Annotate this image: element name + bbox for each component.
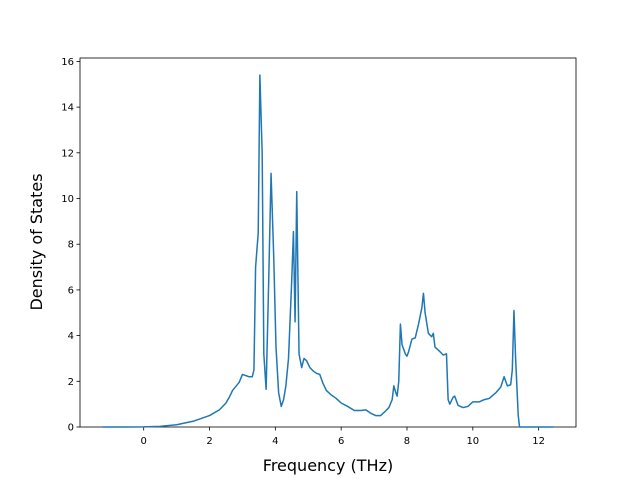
y-tick-label: 8 <box>68 240 74 251</box>
x-tick-label: 8 <box>404 436 410 447</box>
x-tick-label: 12 <box>532 436 545 447</box>
y-tick-label: 12 <box>61 148 74 159</box>
x-tick-label: 2 <box>206 436 212 447</box>
y-tick-label: 2 <box>68 377 74 388</box>
y-tick-label: 10 <box>61 194 74 205</box>
x-tick-label: 10 <box>466 436 479 447</box>
x-tick-label: 0 <box>140 436 146 447</box>
dos-line <box>102 74 554 428</box>
y-tick-label: 14 <box>61 103 74 114</box>
y-tick-label: 4 <box>68 331 74 342</box>
x-tick-label: 6 <box>338 436 344 447</box>
y-axis-label: Density of States <box>27 173 46 310</box>
y-tick-label: 16 <box>61 57 74 68</box>
plot-frame <box>79 57 577 428</box>
x-axis-label: Frequency (THz) <box>263 456 393 475</box>
x-tick-label: 4 <box>272 436 278 447</box>
y-tick-label: 6 <box>68 285 74 296</box>
y-tick-label: 0 <box>68 423 74 434</box>
